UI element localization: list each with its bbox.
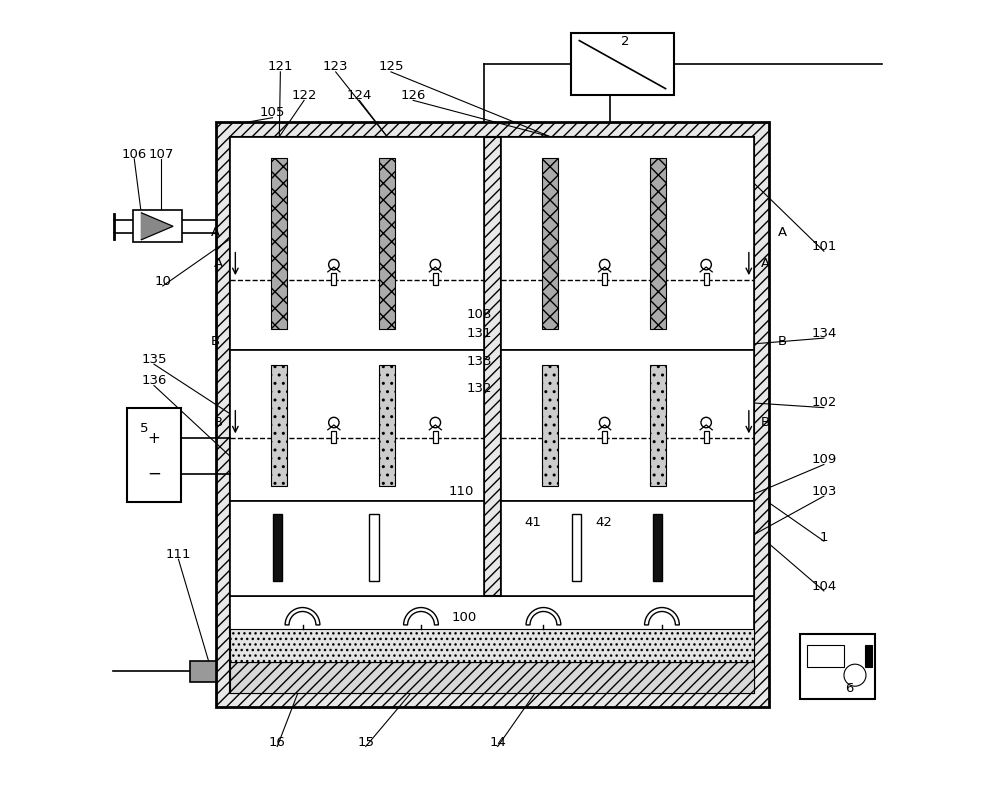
Bar [602, 273, 607, 285]
Bar [331, 431, 336, 443]
Bar [230, 137, 484, 350]
Bar [230, 502, 484, 596]
Bar [369, 514, 379, 581]
Text: B: B [761, 416, 770, 428]
Bar [230, 137, 754, 693]
Text: 126: 126 [400, 89, 426, 102]
Wedge shape [645, 608, 679, 625]
Text: 108: 108 [467, 308, 492, 321]
Bar [501, 137, 754, 350]
Text: B: B [777, 335, 787, 348]
Text: A: A [211, 226, 220, 239]
Bar [602, 431, 607, 443]
Bar [704, 431, 709, 443]
Text: A: A [214, 258, 223, 270]
Bar [190, 661, 216, 682]
Text: 15: 15 [357, 736, 374, 749]
Bar [230, 350, 484, 502]
Polygon shape [141, 213, 173, 239]
Text: 5: 5 [140, 423, 149, 435]
Text: 122: 122 [291, 89, 317, 102]
Text: A: A [761, 258, 770, 270]
Text: 107: 107 [148, 148, 174, 160]
Text: 102: 102 [811, 397, 837, 409]
Text: 1: 1 [820, 531, 828, 544]
Text: 16: 16 [269, 736, 286, 749]
Text: 110: 110 [449, 485, 474, 498]
Wedge shape [526, 608, 561, 625]
Bar [807, 645, 844, 667]
Bar [433, 431, 438, 443]
Text: 125: 125 [378, 60, 404, 73]
Text: B: B [214, 416, 223, 428]
Text: 2: 2 [621, 35, 629, 47]
Text: 132: 132 [467, 382, 492, 395]
Bar [572, 514, 581, 581]
Text: 136: 136 [141, 374, 167, 387]
Bar [650, 365, 666, 487]
Bar [379, 365, 395, 487]
Text: 6: 6 [845, 683, 853, 695]
Text: 131: 131 [467, 327, 492, 340]
Text: 109: 109 [811, 453, 837, 466]
Bar [571, 33, 674, 95]
Text: 42: 42 [596, 517, 613, 529]
Text: 103: 103 [811, 485, 837, 498]
Bar [271, 365, 287, 487]
Bar [704, 273, 709, 285]
Text: 135: 135 [141, 353, 167, 366]
Wedge shape [285, 608, 320, 625]
Bar [501, 502, 754, 596]
Bar [379, 158, 395, 329]
Bar [433, 273, 438, 285]
Text: +: + [148, 431, 160, 446]
Wedge shape [404, 608, 438, 625]
Text: 105: 105 [260, 106, 285, 118]
Text: 121: 121 [268, 60, 293, 73]
Bar [331, 273, 336, 285]
Text: 10: 10 [154, 275, 171, 288]
Bar [865, 645, 872, 667]
Bar [273, 514, 282, 581]
Bar [230, 662, 754, 693]
Text: B: B [211, 335, 220, 348]
Bar [542, 365, 558, 487]
Bar [216, 122, 769, 707]
Text: 101: 101 [811, 240, 837, 253]
Text: 134: 134 [811, 327, 837, 340]
Text: 106: 106 [122, 148, 147, 160]
Text: 124: 124 [347, 89, 372, 102]
Bar [800, 634, 875, 699]
Bar [230, 629, 754, 662]
Bar [230, 596, 754, 693]
Bar [484, 137, 501, 596]
Text: −: − [147, 465, 161, 483]
Text: 100: 100 [452, 611, 477, 624]
Text: 123: 123 [323, 60, 348, 73]
Text: 104: 104 [811, 580, 837, 592]
Bar [133, 210, 182, 242]
Text: 133: 133 [467, 356, 492, 368]
Bar [501, 350, 754, 502]
Bar [542, 158, 558, 329]
Bar [653, 514, 662, 581]
Text: 14: 14 [489, 736, 506, 749]
Text: 41: 41 [525, 517, 542, 529]
Bar [271, 158, 287, 329]
Text: A: A [777, 226, 787, 239]
Text: 111: 111 [166, 548, 191, 561]
Bar [127, 408, 181, 502]
Bar [650, 158, 666, 329]
